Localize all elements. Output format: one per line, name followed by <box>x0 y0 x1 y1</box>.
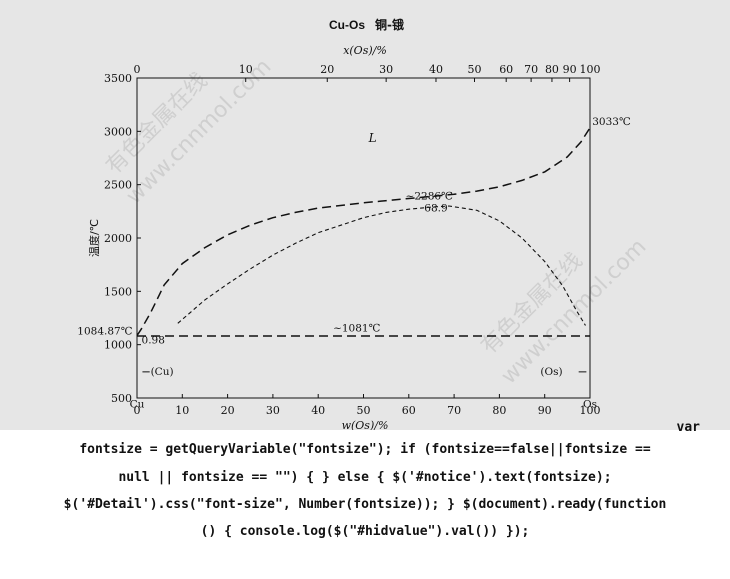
y-tick-label-2: 2500 <box>104 179 132 192</box>
x-bottom-tick-label-9: 90 <box>538 404 552 417</box>
x-bottom-tick-label-1: 10 <box>175 404 189 417</box>
x-bottom-tick-label-10: 100 <box>580 404 601 417</box>
x-bottom-tick-label-8: 80 <box>492 404 506 417</box>
x-top-tick-label-7: 70 <box>524 63 538 76</box>
annotation-6: 0.98 <box>142 335 165 347</box>
annotation-1: 3033℃ <box>592 116 631 128</box>
annotation-5: 1084.87℃ <box>77 326 132 338</box>
y-tick-label-3: 2000 <box>104 232 132 245</box>
phase-diagram-figure: 有色金属在线 www.cnnmol.com 有色金属在线 www.cnnmol.com… <box>0 0 730 430</box>
x-top-tick-label-3: 30 <box>379 63 393 76</box>
x-bottom-tick-label-6: 60 <box>402 404 416 417</box>
x-top-tick-label-1: 10 <box>239 63 253 76</box>
x-top-tick-label-8: 80 <box>545 63 559 76</box>
x-bottom-tick-label-2: 20 <box>221 404 235 417</box>
x-top-tick-label-10: 100 <box>580 63 601 76</box>
annotation-10: Os <box>583 399 597 411</box>
y-tick-label-6: 500 <box>111 392 132 405</box>
code-line-2: null || fontsize == "") { } else { $('#n… <box>118 470 612 485</box>
x-top-tick-label-9: 90 <box>563 63 577 76</box>
x-top-tick-label-6: 60 <box>499 63 513 76</box>
x-bottom-tick-label-4: 40 <box>311 404 325 417</box>
annotation-8: (Os) <box>540 366 562 378</box>
chart-title-cn: 铜-锇 <box>375 17 404 32</box>
annotation-4: ~1081℃ <box>333 322 381 334</box>
phase-boundary-0 <box>136 127 591 337</box>
x-bottom-axis-label: w(Os)/% <box>342 419 389 430</box>
y-tick-label-0: 3500 <box>104 72 132 85</box>
annotation-7: (Cu) <box>151 366 174 378</box>
phase-diagram-chart: 有色金属在线www.cnnmol.com有色金属在线www.cnnmol.com… <box>77 17 651 430</box>
x-bottom-tick-label-5: 50 <box>357 404 371 417</box>
x-top-tick-label-5: 50 <box>467 63 481 76</box>
annotation-0: L <box>368 131 377 145</box>
y-tick-label-5: 1000 <box>104 339 132 352</box>
x-bottom-tick-label-3: 30 <box>266 404 280 417</box>
x-top-axis-label: x(Os)/% <box>343 44 387 57</box>
x-bottom-tick-label-0: 0 <box>134 404 141 417</box>
annotation-9: Cu <box>130 399 145 411</box>
chart-title: Cu-Os <box>329 18 365 32</box>
x-bottom-tick-label-7: 70 <box>447 404 461 417</box>
code-line-3: $('#Detail').css("font-size", Number(fon… <box>63 497 667 512</box>
y-tick-label-4: 1500 <box>104 285 132 298</box>
annotation-2: ~2286℃ <box>406 191 454 203</box>
y-axis-label: 温度/℃ <box>87 219 101 257</box>
code-keyword-var: var <box>676 420 700 435</box>
x-top-tick-label-2: 20 <box>320 63 334 76</box>
code-line-4: () { console.log($("#hidvalue").val()) }… <box>200 524 530 539</box>
code-line-1: fontsize = getQueryVariable("fontsize");… <box>79 442 651 457</box>
y-tick-label-1: 3000 <box>104 125 132 138</box>
x-top-tick-label-4: 40 <box>429 63 443 76</box>
x-top-tick-label-0: 0 <box>134 63 141 76</box>
annotation-3: 68.9 <box>424 202 447 214</box>
